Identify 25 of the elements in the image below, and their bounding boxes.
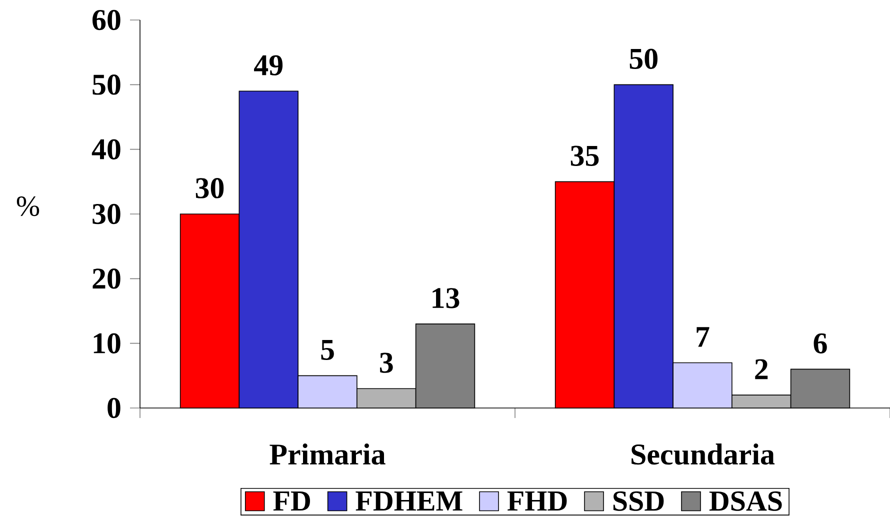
y-tick-label: 60 [92,10,120,30]
data-label: 2 [755,359,768,380]
y-tick-label: 40 [92,139,120,160]
x-tick-label: Primaria [270,444,386,465]
x-tick-label: Secundaria [632,444,775,465]
legend-label: FHD [507,492,567,511]
data-label: 13 [432,288,460,308]
y-tick-label: 20 [92,268,120,289]
data-label: 7 [696,327,710,347]
data-label: 50 [630,48,658,69]
legend-label: FDHEM [356,492,462,511]
data-label: 6 [814,333,827,354]
data-label: 3 [380,352,393,373]
legend-label: DSAS [709,491,782,511]
legend-label: FD [273,492,310,511]
data-label: 49 [254,55,283,76]
y-tick-label: 30 [92,204,120,224]
data-label: 5 [321,340,334,360]
y-tick-label: 50 [92,74,120,95]
legend-label: SSD [613,491,664,511]
y-axis-title: % [16,196,40,216]
data-label: 30 [196,178,224,198]
y-tick-label: 10 [94,333,120,354]
y-tick-label: 0 [108,398,120,418]
data-label: 35 [570,146,599,166]
